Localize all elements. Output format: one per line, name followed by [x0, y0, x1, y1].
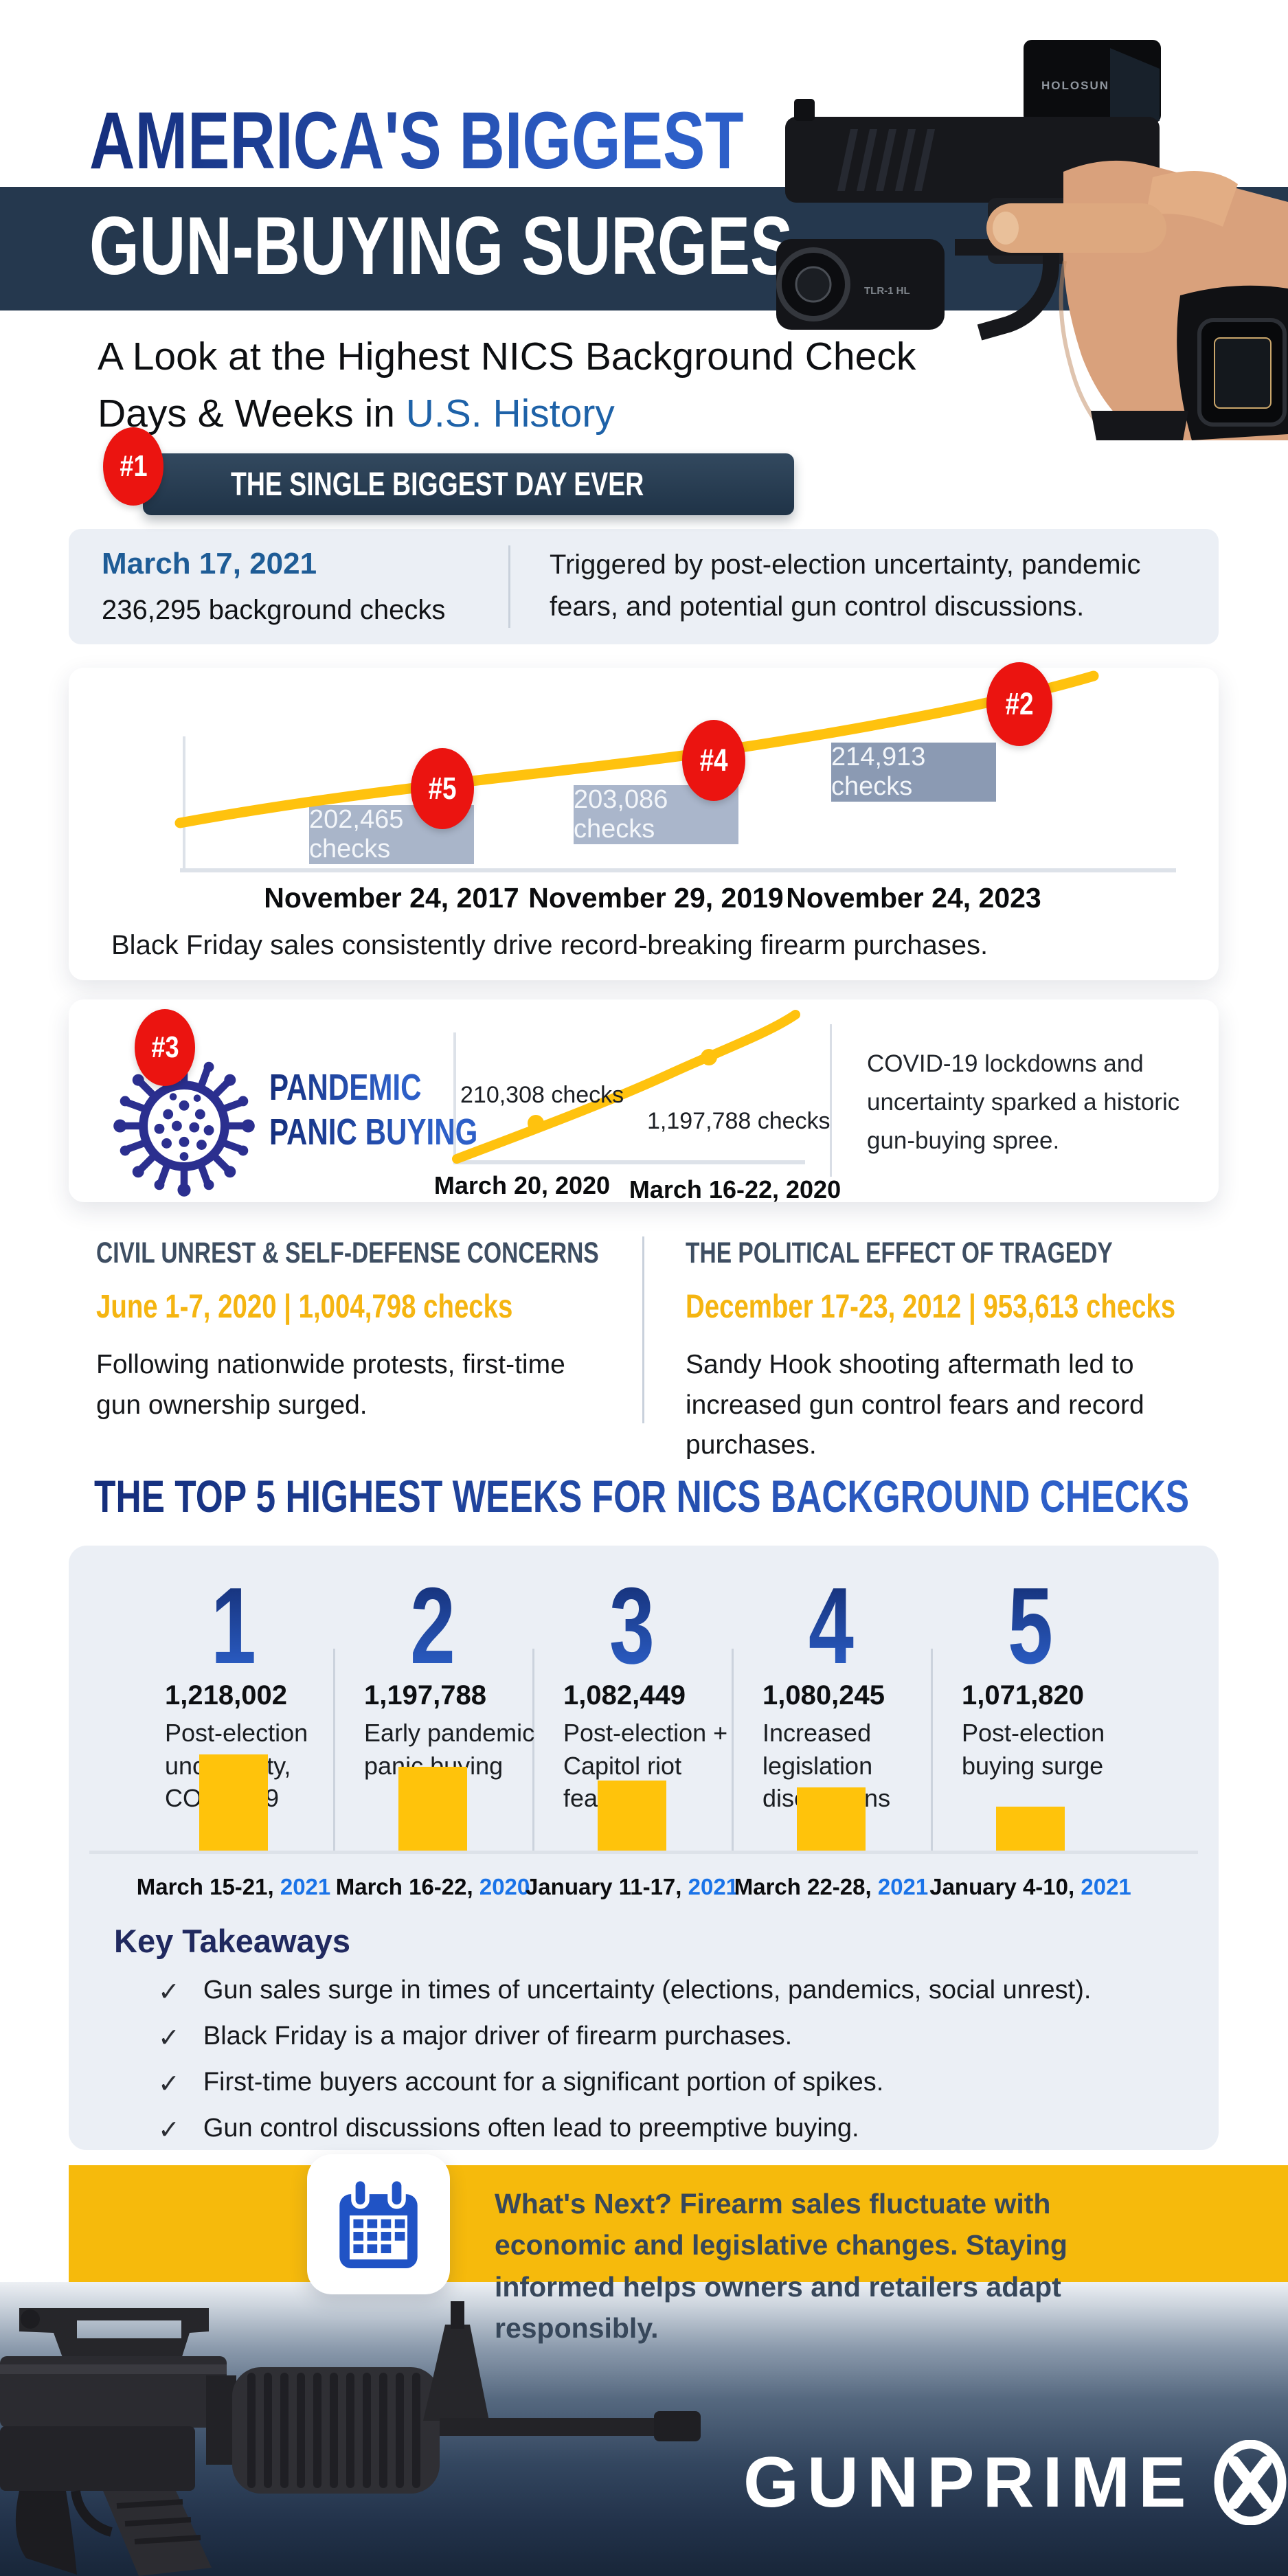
rank-badge-1: #1 [103, 427, 163, 506]
key-takeaways-list: ✓ Gun sales surge in times of uncertaint… [158, 1976, 1175, 2160]
top5-stat-3: 1,082,449 Post-election + Capitol riot f… [563, 1680, 728, 1813]
bar-date-2023: November 24, 2023 [786, 882, 1041, 914]
takeaway-item: ✓ Gun sales surge in times of uncertaint… [158, 1976, 1092, 2007]
black-friday-card: 202,465 checks 203,086 checks 214,913 ch… [69, 662, 1219, 980]
event-tragedy: THE POLITICAL EFFECT OF TRAGEDY December… [686, 1236, 1176, 1460]
divider [642, 1236, 644, 1423]
pandemic-point2-label: 1,197,788 checks [647, 1108, 831, 1134]
rank-number-1: 1 [211, 1566, 256, 1686]
divider [333, 1649, 335, 1853]
sight-brand-label: HOLOSUN [1041, 79, 1109, 92]
pandemic-title: PANDEMIC PANIC BUYING [269, 1065, 536, 1155]
biggest-day-banner: THE SINGLE BIGGEST DAY EVER [143, 453, 794, 515]
pistol-grip [1091, 411, 1188, 440]
pandemic-axis [453, 1032, 456, 1163]
top5-date-5: January 4-10, 2021 [929, 1874, 1131, 1899]
top5-bar-2 [398, 1767, 467, 1851]
check-icon: ✓ [158, 1978, 180, 2007]
rank-badge-5: #5 [411, 748, 474, 829]
brand-x-icon [1214, 2440, 1287, 2525]
biggest-day-card: March 17, 2021 236,295 background checks… [69, 529, 1219, 644]
pandemic-baseline [453, 1160, 805, 1164]
page-title-line1: AMERICA'S BIGGEST [89, 95, 744, 186]
takeaway-item: ✓ Black Friday is a major driver of fire… [158, 2022, 793, 2053]
top5-card: 1 2 3 4 5 1,218,002 Post-election uncert… [69, 1546, 1219, 2150]
chart-baseline [180, 868, 1176, 872]
rifle-photo [0, 2301, 701, 2576]
biggest-day-description: Triggered by post-election uncertainty, … [550, 550, 1141, 622]
pandemic-note: COVID-19 lockdowns and uncertainty spark… [867, 1050, 1180, 1154]
brand-logo: GUNPRIME [743, 2440, 1288, 2525]
biggest-day-stat: 236,295 background checks [102, 595, 446, 625]
light-brand-label: TLR-1 HL [864, 285, 910, 297]
top5-date-4: March 22-28, 2021 [734, 1874, 929, 1899]
top5-bar-3 [598, 1781, 666, 1851]
chart-y-axis [183, 736, 185, 871]
hero-pistol-photo: HOLOSUN TLR-1 HL [776, 40, 1288, 440]
key-takeaways-heading: Key Takeaways [114, 1923, 351, 1959]
pandemic-point2-date: March 16-22, 2020 [629, 1175, 841, 1204]
top5-bar-4 [797, 1787, 866, 1851]
divider [508, 545, 510, 628]
top5-bar-1 [199, 1754, 268, 1851]
subtitle: A Look at the Highest NICS Background Ch… [98, 335, 916, 436]
bar-date-2017: November 24, 2017 [264, 882, 519, 914]
divider [931, 1649, 933, 1853]
takeaway-item: ✓ Gun control discussions often lead to … [158, 2114, 859, 2145]
rank-badge-4: #4 [682, 720, 745, 801]
calendar-icon [339, 2176, 418, 2268]
check-icon: ✓ [158, 2116, 180, 2145]
divider [732, 1649, 734, 1853]
calendar-card [307, 2154, 450, 2294]
subtitle-highlight: U.S. History [405, 391, 615, 436]
top5-stat-4: 1,080,245 Increased legislation discussi… [762, 1680, 890, 1812]
whats-next-band [69, 2165, 1288, 2282]
whats-next-text: What's Next? Firearm sales fluctuate wit… [495, 2188, 1067, 2344]
bar-date-2019: November 29, 2019 [528, 882, 784, 914]
rank-badge-3: #3 [135, 1009, 195, 1086]
rank-number-4: 4 [809, 1566, 854, 1686]
takeaway-item: ✓ First-time buyers account for a signif… [158, 2068, 884, 2099]
check-icon: ✓ [158, 2070, 180, 2099]
handguard [232, 2367, 440, 2494]
top5-date-2: March 16-22, 2020 [335, 1874, 530, 1899]
pandemic-card: #3 PANDEMIC PANIC BUYING 210,308 checks … [69, 999, 1219, 1204]
top5-stat-2: 1,197,788 Early pandemic panic buying [364, 1680, 535, 1780]
divider [830, 1024, 832, 1177]
rank-number-2: 2 [410, 1566, 455, 1686]
divider [532, 1649, 534, 1853]
top5-stat-5: 1,071,820 Post-election buying surge [962, 1680, 1105, 1780]
rank-number-5: 5 [1008, 1566, 1053, 1686]
top5-title: THE TOP 5 HIGHEST WEEKS FOR NICS BACKGRO… [94, 1471, 1190, 1522]
index-finger [986, 203, 1166, 253]
pandemic-point1-date: March 20, 2020 [433, 1171, 611, 1199]
page-title-line2: GUN-BUYING SURGES [89, 200, 793, 292]
event-civil-unrest: CIVIL UNREST & SELF-DEFENSE CONCERNS Jun… [96, 1236, 599, 1420]
biggest-day-date: March 17, 2021 [102, 547, 317, 580]
trigger-guard [955, 239, 1059, 341]
pandemic-point1-label: 210,308 checks [460, 1082, 624, 1108]
virus-icon [113, 1055, 255, 1197]
top5-date-1: March 15-21, 2021 [136, 1874, 331, 1899]
top5-baseline [89, 1851, 1198, 1854]
rank-badge-2: #2 [986, 662, 1052, 746]
rank-number-3: 3 [609, 1566, 655, 1686]
top5-bar-5 [996, 1807, 1065, 1851]
brand-wordmark: GUNPRIME [743, 2443, 1195, 2522]
top5-date-3: January 11-17, 2021 [525, 1874, 739, 1899]
check-icon: ✓ [158, 2024, 180, 2053]
black-friday-caption: Black Friday sales consistently drive re… [111, 930, 988, 960]
bar-2023: 214,913 checks [831, 743, 996, 802]
